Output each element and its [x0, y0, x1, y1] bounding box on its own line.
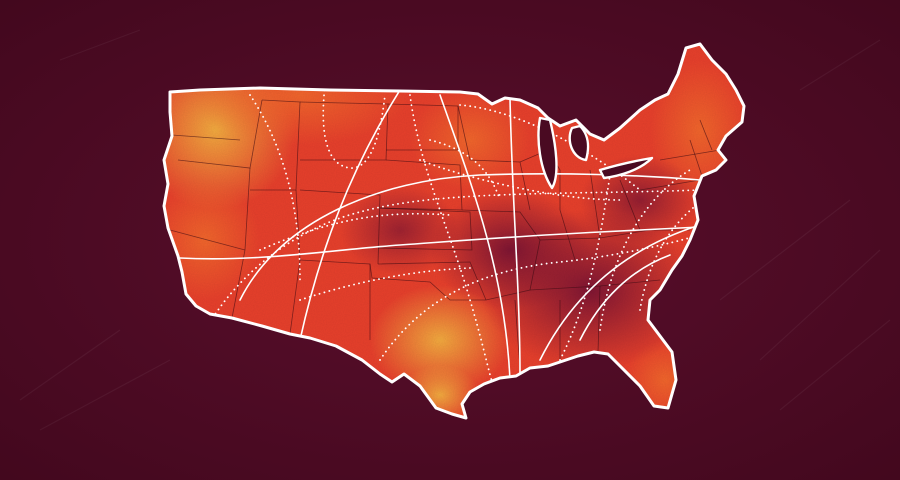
- us-outline: [162, 42, 746, 420]
- lake-huron: [568, 124, 590, 162]
- background-chalk-texture: [19, 29, 891, 431]
- solid-contour-lines: [179, 89, 721, 381]
- dotted-contour-lines: [199, 84, 721, 391]
- great-lakes: [537, 116, 654, 190]
- lake-michigan: [537, 116, 558, 190]
- state-borders: [169, 99, 721, 369]
- lake-erie: [598, 156, 654, 180]
